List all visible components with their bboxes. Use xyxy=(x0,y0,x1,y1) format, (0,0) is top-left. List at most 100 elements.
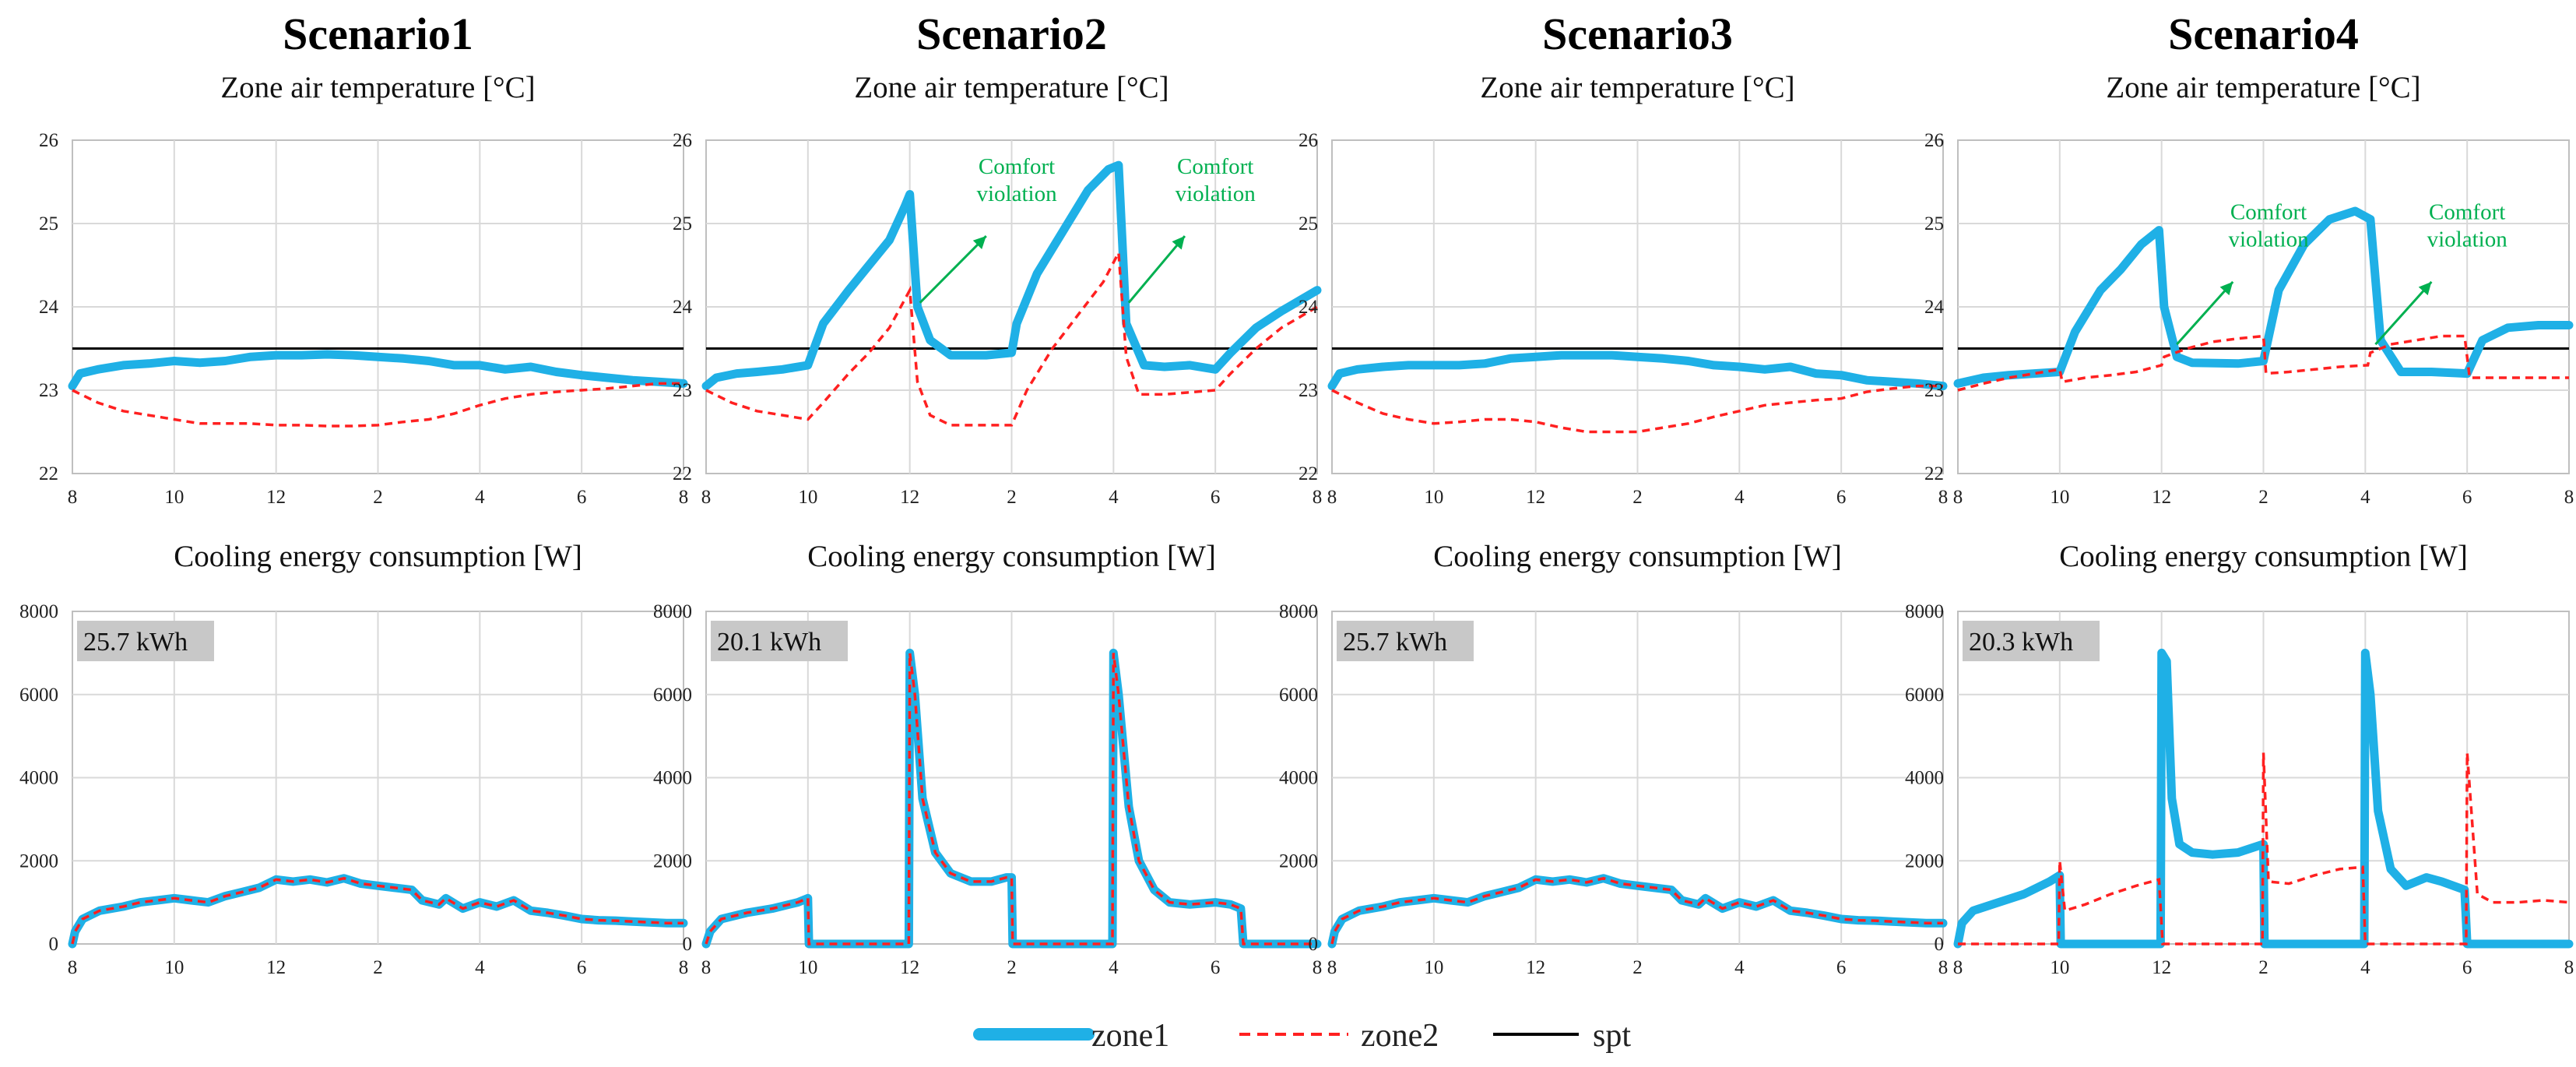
series-zone2-line xyxy=(705,653,1317,946)
x-tick-label: 2 xyxy=(2258,957,2268,978)
y-tick-label: 2000 xyxy=(19,850,58,872)
x-tick-label: 6 xyxy=(1211,957,1221,978)
x-tick-label: 10 xyxy=(2050,487,2069,508)
legend-spt-label: spt xyxy=(1593,1018,1631,1054)
x-tick-label: 4 xyxy=(1734,957,1745,978)
y-tick-label: 0 xyxy=(1935,934,1945,955)
y-tick-label: 24 xyxy=(673,297,693,318)
y-tick-label: 23 xyxy=(1924,380,1944,401)
x-tick-label: 12 xyxy=(1526,957,1545,978)
annotation-arrow-shaft xyxy=(919,234,987,304)
x-tick-label: 2 xyxy=(1632,957,1643,978)
annotation-arrow-head xyxy=(1172,236,1185,250)
y-tick-label: 26 xyxy=(39,130,58,151)
x-tick-label: 2 xyxy=(1007,957,1017,978)
x-tick-label: 10 xyxy=(164,487,184,508)
x-tick-label: 8 xyxy=(68,957,78,978)
scenario-title: Scenario2 xyxy=(916,9,1107,59)
x-tick-label: 2 xyxy=(1007,487,1017,508)
x-tick-label: 2 xyxy=(373,487,383,508)
x-tick-label: 4 xyxy=(475,487,485,508)
annotation-label: violation xyxy=(2427,227,2508,252)
cooling-chart-title: Cooling energy consumption [W] xyxy=(807,540,1216,573)
annotation-label: violation xyxy=(2228,227,2309,252)
energy-total-box xyxy=(77,621,214,661)
y-tick-label: 22 xyxy=(1299,463,1318,484)
x-tick-label: 8 xyxy=(2564,487,2574,508)
energy-total-label: 25.7 kWh xyxy=(1343,628,1447,657)
x-tick-label: 10 xyxy=(1424,957,1443,978)
y-tick-label: 6000 xyxy=(1905,685,1944,706)
legend-zone1-label: zone1 xyxy=(1091,1018,1169,1054)
energy-total-box xyxy=(1337,621,1474,661)
x-tick-label: 12 xyxy=(1526,487,1545,508)
series-zone1-line xyxy=(1953,206,2574,388)
series-zone1-line xyxy=(1327,350,1948,391)
y-tick-label: 2000 xyxy=(1905,850,1944,872)
y-tick-label: 24 xyxy=(1299,297,1319,318)
cooling-chart: Cooling energy consumption [W] 0 2000 4000 6… xyxy=(653,540,1322,978)
energy-total-label: 25.7 kWh xyxy=(83,628,188,657)
y-tick-label: 0 xyxy=(683,934,693,955)
y-tick-label: 22 xyxy=(39,463,58,484)
x-tick-label: 12 xyxy=(2152,957,2171,978)
y-tick-label: 8000 xyxy=(1279,601,1318,622)
y-tick-label: 4000 xyxy=(1905,768,1944,789)
annotation-arrow-head xyxy=(972,236,986,250)
series-zone2-line xyxy=(1331,384,1943,434)
x-tick-label: 8 xyxy=(701,957,712,978)
y-tick-label: 23 xyxy=(1299,380,1318,401)
x-tick-label: 12 xyxy=(266,487,286,508)
x-tick-label: 2 xyxy=(373,957,383,978)
energy-total-label: 20.1 kWh xyxy=(717,628,821,657)
x-tick-label: 6 xyxy=(1836,957,1847,978)
y-tick-label: 0 xyxy=(49,934,59,955)
y-tick-label: 6000 xyxy=(653,685,692,706)
series-zone2-line xyxy=(1958,752,2570,946)
legend: zone1 zone2 spt xyxy=(973,1018,1631,1054)
y-tick-label: 26 xyxy=(1924,130,1944,151)
x-tick-label: 4 xyxy=(1109,957,1119,978)
series-zone2-line xyxy=(705,248,1318,427)
x-tick-label: 6 xyxy=(2462,487,2472,508)
y-tick-label: 8000 xyxy=(653,601,692,622)
annotation-label: violation xyxy=(1176,181,1256,206)
x-tick-label: 6 xyxy=(577,957,587,978)
y-tick-label: 25 xyxy=(673,213,692,234)
y-tick-label: 25 xyxy=(1924,213,1944,234)
x-tick-label: 10 xyxy=(798,957,817,978)
series-zone2-line xyxy=(1330,876,1943,945)
x-tick-label: 8 xyxy=(1327,487,1337,508)
series-zone2-line xyxy=(1957,334,2569,392)
y-tick-label: 6000 xyxy=(19,685,58,706)
series-zone1-line xyxy=(68,350,688,391)
y-tick-label: 25 xyxy=(39,213,58,234)
y-tick-label: 22 xyxy=(1924,463,1944,484)
x-tick-label: 10 xyxy=(2050,957,2069,978)
annotation-arrow-head xyxy=(2219,281,2233,296)
scenario-title: Scenario4 xyxy=(2168,9,2359,59)
x-tick-label: 4 xyxy=(1734,487,1745,508)
annotation-label: Comfort xyxy=(979,154,1055,179)
x-tick-label: 10 xyxy=(1424,487,1443,508)
x-tick-label: 6 xyxy=(1211,487,1221,508)
x-tick-label: 8 xyxy=(1953,487,1963,508)
x-tick-label: 6 xyxy=(1836,487,1847,508)
x-tick-label: 8 xyxy=(1938,957,1949,978)
x-tick-label: 12 xyxy=(2152,487,2171,508)
x-tick-label: 8 xyxy=(701,487,712,508)
temperature-chart-title: Zone air temperature [°C] xyxy=(2106,71,2420,104)
cooling-chart: Cooling energy consumption [W] 0 2000 4000 6… xyxy=(1905,540,2574,978)
energy-total-box xyxy=(1963,621,2100,661)
x-tick-label: 4 xyxy=(2360,957,2370,978)
y-tick-label: 8000 xyxy=(1905,601,1944,622)
annotation-arrow-shaft xyxy=(2176,280,2234,346)
series-zone1-line xyxy=(1953,648,2574,949)
cooling-chart-title: Cooling energy consumption [W] xyxy=(2059,540,2468,573)
